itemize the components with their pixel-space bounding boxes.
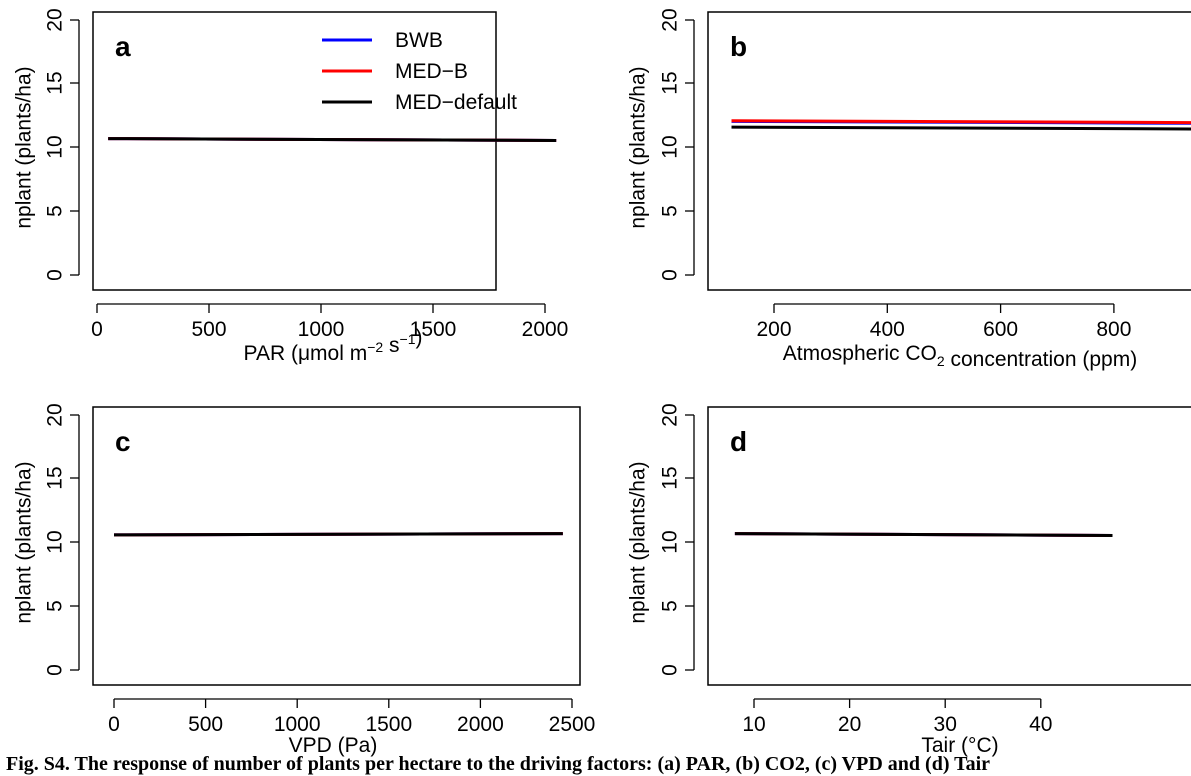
y-axis-label: nplant (plants/ha) <box>13 461 36 623</box>
y-tick-label: 10 <box>659 530 682 553</box>
x-axis-label: Atmospheric CO2 concentration (ppm) <box>783 342 1137 371</box>
x-tick-label: 200 <box>756 318 791 341</box>
legend-label: MED−default <box>395 91 517 114</box>
chart-panel-c: 0 500 1000 1500 2000 2500 0 5 10 15 20 nplant (plan… <box>13 403 596 757</box>
y-tick-label: 20 <box>44 8 67 31</box>
y-tick-label: 0 <box>659 269 682 281</box>
x-tick-label: 40 <box>1029 713 1052 736</box>
panel-label: c <box>115 426 131 457</box>
y-tick-label: 0 <box>44 664 67 676</box>
y-tick-label: 5 <box>44 600 67 612</box>
y-tick-label: 15 <box>44 71 67 94</box>
series-line <box>731 125 1191 131</box>
series-line <box>734 532 1113 537</box>
y-tick-label: 0 <box>44 269 67 281</box>
y-tick-label: 20 <box>659 8 682 31</box>
x-tick-label: 2500 <box>549 713 596 736</box>
x-tick-label: 500 <box>191 318 226 341</box>
figure-caption: Fig. S4. The response of number of plant… <box>6 753 991 775</box>
y-tick-label: 10 <box>44 530 67 553</box>
y-tick-label: 20 <box>659 403 682 426</box>
y-tick-label: 15 <box>659 466 682 489</box>
legend-label: BWB <box>395 29 443 52</box>
chart-panel-b: 200 400 600 800 0 5 10 15 20 nplant (plants/ha) At… <box>627 8 1191 371</box>
x-tick-label: 500 <box>188 713 223 736</box>
y-tick-label: 5 <box>659 205 682 217</box>
y-axis-label: nplant (plants/ha) <box>13 66 36 228</box>
x-tick-label: 1500 <box>410 318 457 341</box>
series-line <box>113 532 563 537</box>
x-tick-label: 20 <box>838 713 861 736</box>
x-axis-label: VPD (Pa) <box>289 734 378 757</box>
plot-frame <box>707 406 1191 686</box>
chart-panel-d: 10 20 30 40 0 5 10 15 20 nplant (plants/ha) Tair (… <box>627 403 1191 757</box>
x-tick-label: 600 <box>983 318 1018 341</box>
chart-panel-a: 0 500 1000 1500 2000 0 5 10 15 20 nplant (plants/h… <box>13 8 569 365</box>
legend: BWB MED−B MED−default <box>322 29 517 114</box>
plot-frame <box>707 11 1191 291</box>
plot-frame <box>92 11 497 291</box>
x-tick-label: 1500 <box>365 713 412 736</box>
x-tick-label: 0 <box>108 713 120 736</box>
y-tick-label: 10 <box>659 135 682 158</box>
x-tick-label: 30 <box>934 713 957 736</box>
y-tick-label: 0 <box>659 664 682 676</box>
y-tick-label: 15 <box>44 466 67 489</box>
y-tick-label: 20 <box>44 403 67 426</box>
y-axis-label: nplant (plants/ha) <box>627 461 650 623</box>
panel-label: a <box>115 31 131 62</box>
x-tick-label: 2000 <box>522 318 569 341</box>
x-tick-label: 0 <box>91 318 103 341</box>
x-tick-label: 2000 <box>457 713 504 736</box>
x-tick-label: 800 <box>1096 318 1131 341</box>
y-tick-label: 5 <box>44 205 67 217</box>
plot-frame <box>92 406 581 686</box>
y-tick-label: 10 <box>44 135 67 158</box>
y-tick-label: 5 <box>659 600 682 612</box>
legend-label: MED−B <box>395 60 468 83</box>
panel-label: b <box>730 31 747 62</box>
x-tick-label: 400 <box>870 318 905 341</box>
series-line <box>108 137 557 142</box>
panel-label: d <box>730 426 747 457</box>
x-tick-label: 1000 <box>298 318 345 341</box>
x-tick-label: 10 <box>742 713 765 736</box>
y-axis-label: nplant (plants/ha) <box>627 66 650 228</box>
y-tick-label: 15 <box>659 71 682 94</box>
x-tick-label: 1000 <box>274 713 321 736</box>
x-axis-label: Tair (°C) <box>921 734 998 757</box>
series-line <box>731 119 1191 125</box>
x-axis-label: PAR (μmol m−2 s−1) <box>244 326 423 365</box>
